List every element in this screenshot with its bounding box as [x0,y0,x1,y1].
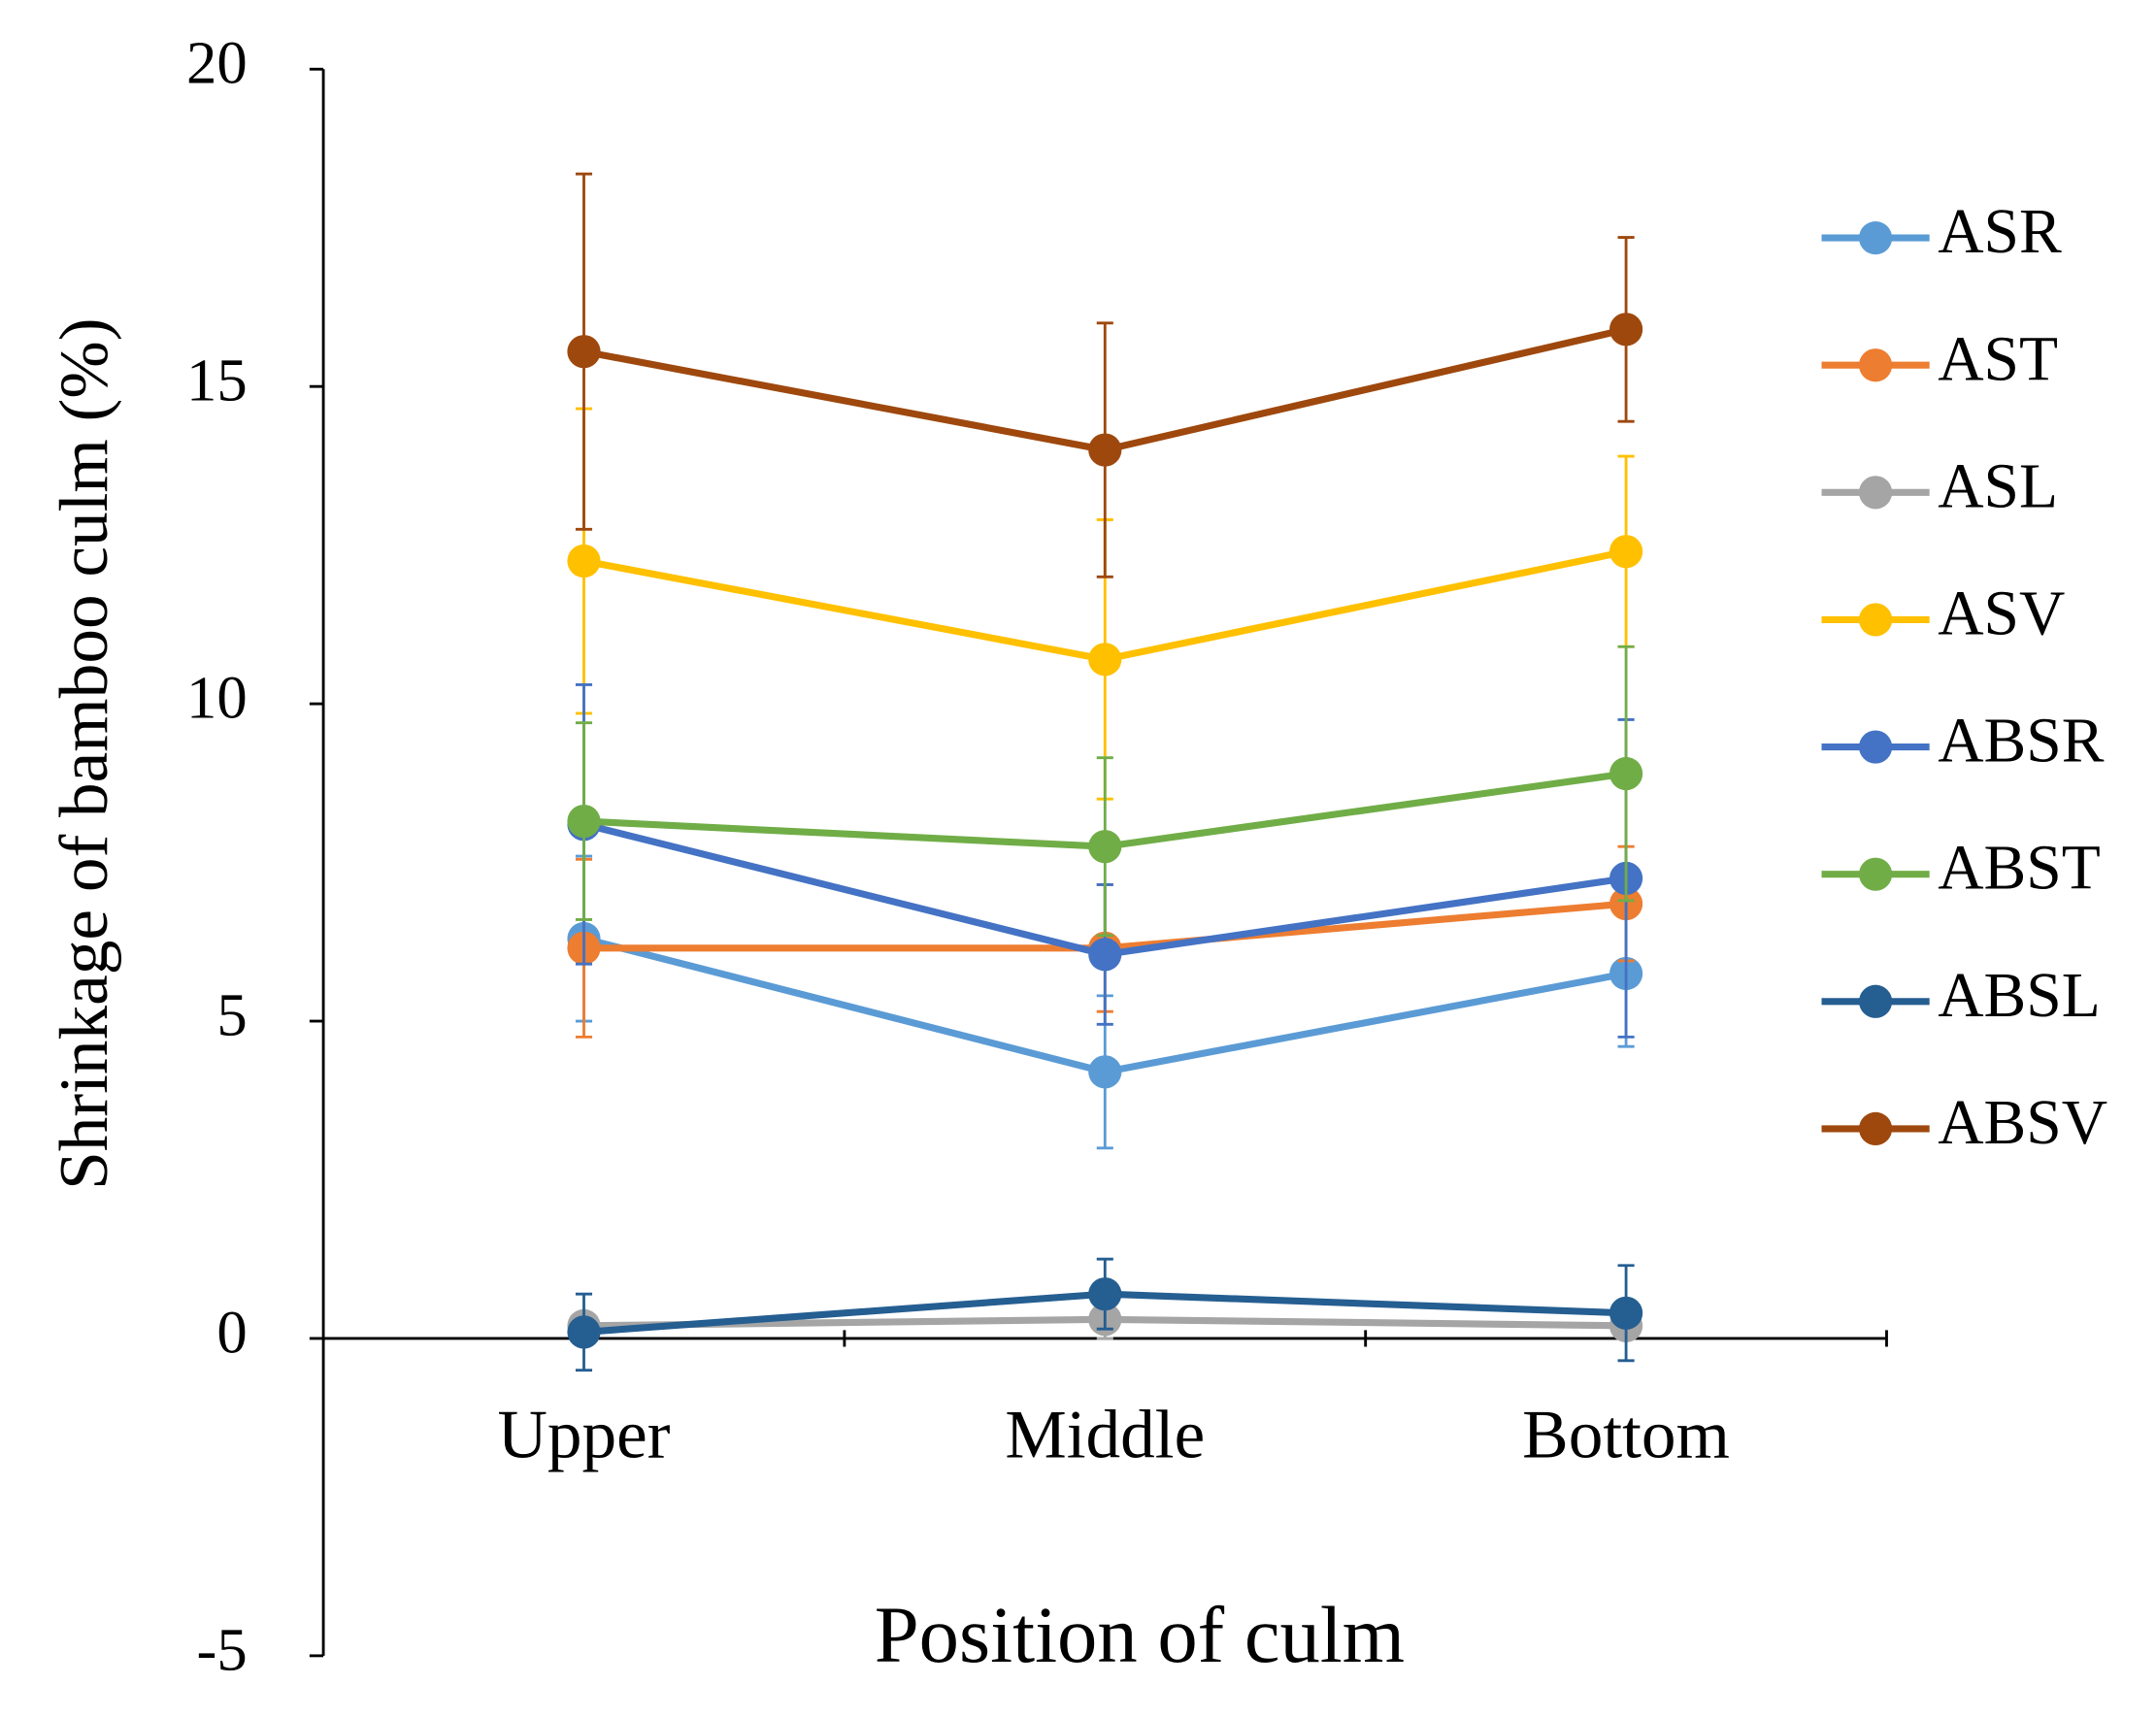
marker [567,335,601,369]
legend-marker [1858,221,1893,255]
marker [567,804,601,839]
marker [567,544,601,578]
y-tick-label: 0 [216,1298,247,1366]
legend-label: AST [1938,324,2058,394]
legend-marker [1858,476,1893,510]
legend-marker [1858,857,1893,891]
y-axis-title: Shrinkage of bamboo culm (%) [47,318,122,1190]
legend-marker [1858,984,1893,1018]
legend-label: ASR [1938,197,2062,267]
legend-marker [1858,1111,1893,1145]
y-tick-label: 5 [216,980,247,1048]
y-tick-label: 15 [186,347,248,414]
x-tick-label: Upper [497,1397,670,1472]
marker [1088,938,1122,972]
y-tick-label: -5 [196,1615,247,1683]
x-axis-title: Position of culm [875,1590,1405,1679]
y-tick-label: 20 [186,29,248,97]
legend-marker [1858,730,1893,764]
legend-label: ABSV [1938,1088,2107,1158]
x-tick-label: Bottom [1522,1397,1730,1472]
legend-label: ABSL [1938,961,2101,1031]
marker [1088,433,1122,467]
marker [1088,1277,1122,1311]
marker [1088,643,1122,677]
x-tick-label: Middle [1005,1397,1205,1472]
legend-marker [1858,603,1893,637]
marker [567,1315,601,1349]
marker [1609,535,1643,569]
legend-label: ABST [1938,834,2101,904]
marker [1088,830,1122,864]
legend-label: ASV [1938,579,2065,649]
legend-label: ASL [1938,451,2058,521]
legend-label: ABSR [1938,707,2105,776]
marker [1088,1055,1122,1089]
y-tick-label: 10 [186,663,248,731]
marker [1609,756,1643,791]
marker [1609,313,1643,347]
marker [1609,1296,1643,1330]
legend-marker [1858,348,1893,382]
